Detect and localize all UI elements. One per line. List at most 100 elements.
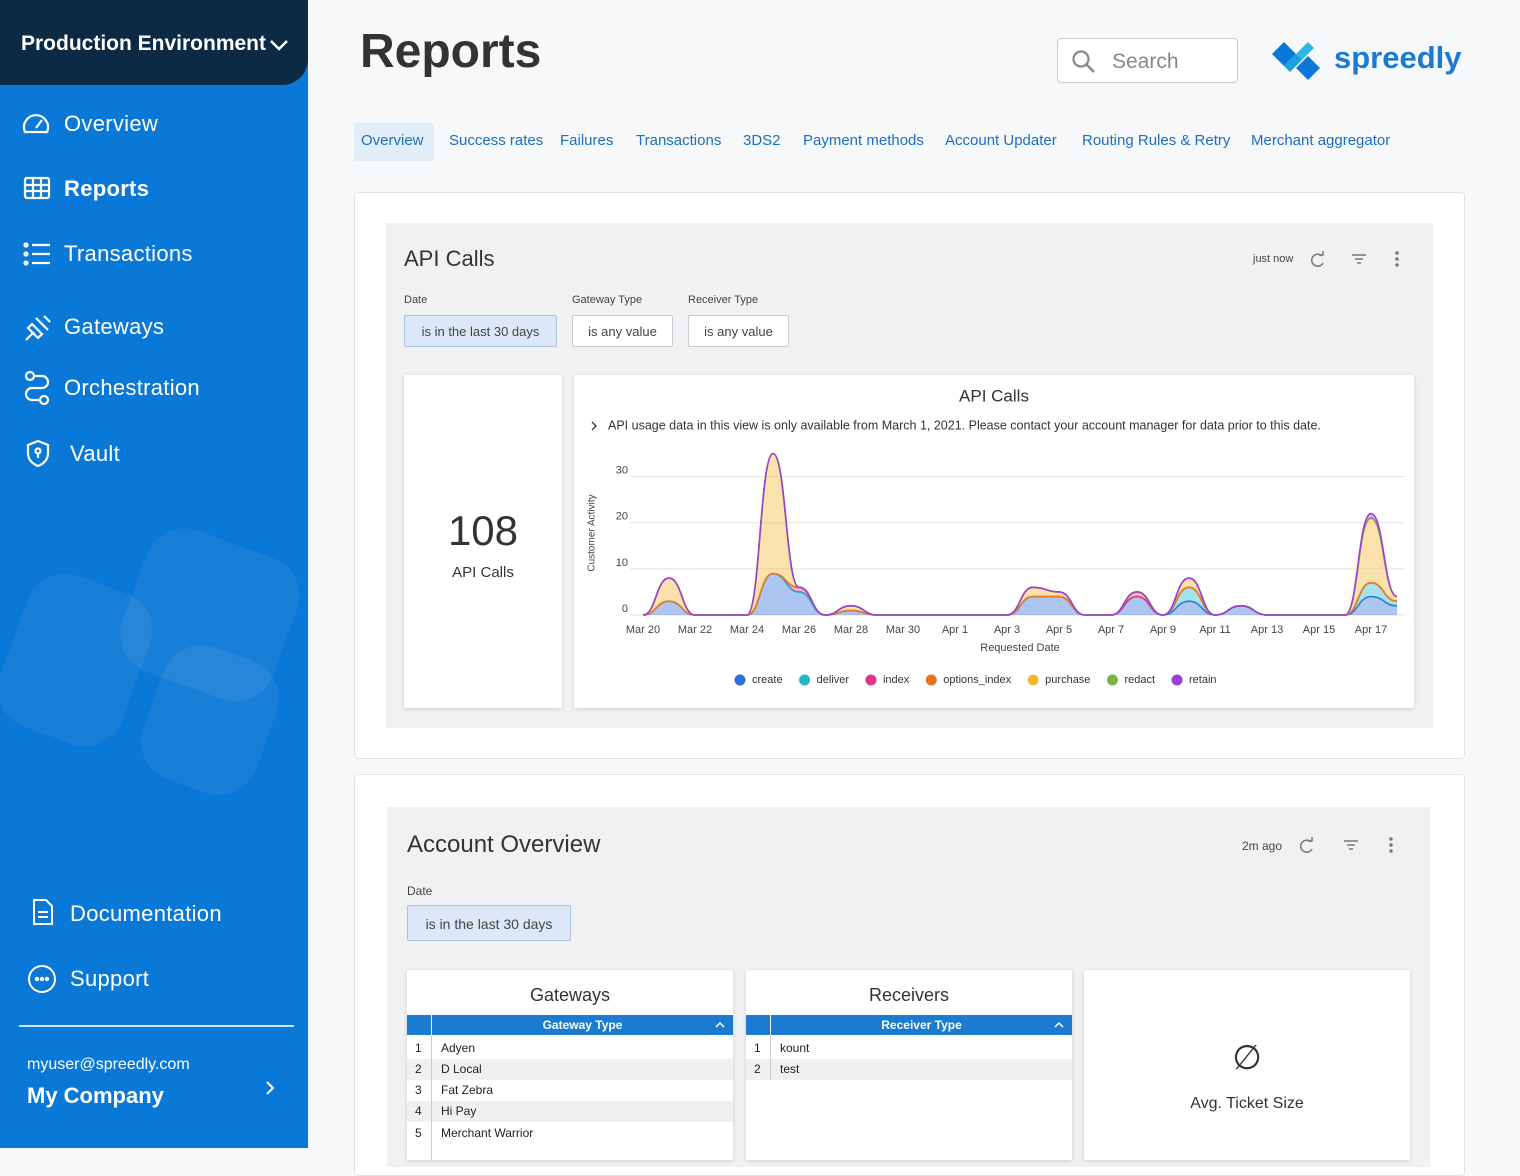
table-row: 5 Merchant Warrior [407, 1123, 733, 1144]
legend-label: index [883, 674, 910, 686]
nav-item[interactable]: Transactions [64, 241, 193, 266]
x-tick-label: Apr 1 [942, 624, 968, 636]
filter-value[interactable]: is any value [572, 315, 673, 347]
kpi-tile: ∅ Avg. Ticket Size [1084, 970, 1410, 1160]
x-tick-label: Mar 30 [886, 624, 920, 636]
kpi-label: Avg. Ticket Size [1190, 1095, 1304, 1112]
divider [19, 1025, 294, 1027]
filter-value[interactable]: is any value [688, 315, 789, 347]
header-index [407, 1015, 432, 1035]
x-tick-label: Mar 22 [678, 624, 712, 636]
user-email: myuser@spreedly.com [27, 1056, 190, 1073]
company-name[interactable]: My Company [27, 1083, 164, 1108]
x-tick-label: Mar 28 [834, 624, 868, 636]
tab[interactable]: Failures [560, 132, 614, 149]
row-value: D Local [441, 1062, 482, 1076]
row-value: Fat Zebra [441, 1083, 494, 1097]
body: Production Environment Overview Reports … [0, 0, 1465, 1176]
sidebar-decoration [0, 528, 300, 796]
nav-item[interactable]: Gateways [64, 314, 165, 339]
nav-item[interactable]: Vault [70, 441, 121, 466]
table-tile: Receivers Receiver Type 1 kount 2 test [746, 970, 1072, 1160]
y-axis-title: Customer Activity [587, 494, 598, 571]
chart-tile: API Calls API usage data in this view is… [574, 375, 1414, 708]
legend-swatch [1027, 674, 1039, 686]
row-value: Hi Pay [441, 1104, 477, 1118]
legend-swatch [799, 674, 811, 686]
legend-swatch [865, 674, 877, 686]
x-tick-label: Apr 3 [994, 624, 1020, 636]
chart: API Calls API usage data in this view is… [587, 386, 1405, 686]
column-header: Gateway Type [542, 1018, 623, 1032]
x-tick-label: Apr 7 [1098, 624, 1124, 636]
filter-label: Receiver Type [688, 294, 759, 306]
table-row: 2 D Local [407, 1059, 733, 1080]
area [643, 453, 1397, 615]
table-row: 1 kount [746, 1038, 1072, 1059]
tab[interactable]: Overview [361, 132, 424, 149]
environment-switcher[interactable]: Production Environment [21, 32, 267, 55]
nav-item[interactable]: Orchestration [64, 375, 200, 400]
legend-label: retain [1189, 674, 1217, 686]
legend-swatch [1106, 674, 1118, 686]
filter-value[interactable]: is in the last 30 days [404, 315, 557, 347]
y-tick-label: 20 [616, 511, 628, 523]
table-header[interactable]: Receiver Type [746, 1015, 1072, 1035]
x-axis-title: Requested Date [980, 642, 1060, 654]
table-row: 3 Fat Zebra [407, 1080, 733, 1101]
table-header[interactable]: Gateway Type [407, 1015, 733, 1035]
x-tick-label: Apr 5 [1046, 624, 1072, 636]
tab[interactable]: Success rates [449, 132, 544, 149]
legend-label: create [752, 674, 783, 686]
updated-time: 2m ago [1242, 839, 1283, 853]
tab[interactable]: Payment methods [803, 132, 924, 149]
tab[interactable]: 3DS2 [743, 132, 781, 149]
row-value: test [780, 1062, 800, 1076]
legend-swatch [925, 674, 937, 686]
legend-label: options_index [943, 674, 1011, 686]
nav-item[interactable]: Documentation [70, 901, 222, 926]
tile-actions[interactable] [1308, 250, 1408, 270]
sort-icon [715, 1021, 725, 1028]
legend-label: purchase [1045, 674, 1090, 686]
sidebar: Production Environment Overview Reports … [0, 0, 308, 1148]
tile-actions[interactable] [1297, 836, 1397, 856]
kpi-tile: 108 API Calls [404, 375, 562, 708]
empty-value-symbol: ∅ [1232, 1039, 1262, 1077]
nav-item[interactable]: Overview [64, 111, 159, 136]
filter-value[interactable]: is in the last 30 days [407, 905, 571, 941]
column-divider [431, 1035, 432, 1160]
logo-text: spreedly [1334, 40, 1462, 75]
y-tick-label: 30 [616, 465, 628, 477]
nav-item[interactable]: Support [70, 966, 150, 991]
search-box[interactable]: Search [1057, 38, 1238, 83]
legend-swatch [734, 674, 746, 686]
nav-item[interactable]: Reports [64, 176, 150, 201]
tab[interactable]: Merchant aggregator [1251, 132, 1391, 149]
x-tick-label: Apr 13 [1251, 624, 1283, 636]
bottom-nav-icons [28, 899, 56, 993]
row-index: 1 [754, 1041, 761, 1055]
tile-title: Account Overview [407, 831, 601, 858]
row-index: 2 [754, 1062, 761, 1076]
kpi-label: API Calls [452, 564, 514, 581]
nav-icons [22, 114, 51, 468]
filter-label: Date [404, 294, 428, 306]
search-icon [1072, 50, 1095, 73]
tab[interactable]: Transactions [636, 132, 722, 149]
tile-title: API Calls [404, 246, 495, 271]
note-chevron[interactable] [591, 421, 597, 431]
table-tile: Gateways Gateway Type 1 Adyen 2 D Local 3 F… [407, 970, 733, 1160]
table-title: Gateways [529, 985, 611, 1005]
tab[interactable]: Account Updater [945, 132, 1057, 149]
x-tick-label: Apr 11 [1199, 624, 1231, 636]
chevron-right [266, 1081, 275, 1095]
tab-selected-bg [354, 123, 434, 161]
legend-label: redact [1124, 674, 1155, 686]
environment-bar [0, 0, 308, 85]
tab[interactable]: Routing Rules & Retry [1082, 132, 1231, 149]
logo-mark [1272, 42, 1320, 80]
row-index: 5 [415, 1126, 422, 1140]
x-tick-label: Mar 24 [730, 624, 764, 636]
search-placeholder: Search [1112, 50, 1179, 73]
